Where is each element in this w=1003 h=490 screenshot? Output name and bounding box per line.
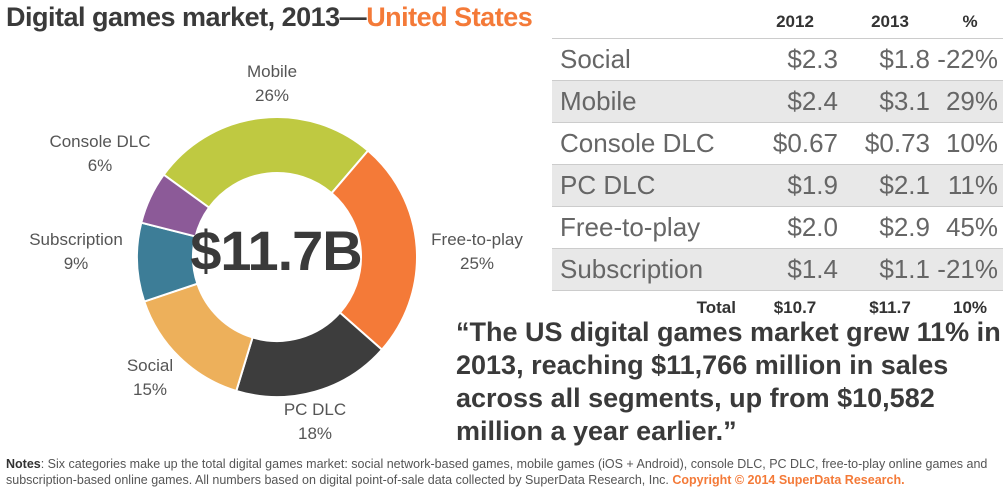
- label-console-dlc-name: Console DLC: [49, 132, 151, 151]
- label-mobile: Mobile 26%: [222, 60, 322, 108]
- row-pct: -22%: [936, 38, 1003, 81]
- table-row: PC DLC $1.9 $2.1 11%: [552, 164, 1003, 207]
- table-row: Free-to-play $2.0 $2.9 45%: [552, 206, 1003, 249]
- pull-quote: “The US digital games market grew 11% in…: [456, 317, 1001, 446]
- label-mobile-pct: 26%: [254, 86, 290, 105]
- label-social-pct: 15%: [132, 380, 168, 399]
- table-row: Social $2.3 $1.8 -22%: [552, 38, 1003, 81]
- table-total-row: Total $10.7 $11.7 10%: [552, 290, 1003, 325]
- row-2012: $2.3: [746, 38, 844, 81]
- copyright: Copyright © 2014 SuperData Research.: [672, 473, 905, 487]
- slice-console-dlc: [140, 173, 211, 238]
- label-free-to-play-name: Free-to-play: [431, 230, 523, 249]
- table-row: Subscription $1.4 $1.1 -21%: [552, 248, 1003, 291]
- row-2013: $0.73: [844, 122, 936, 165]
- row-name: Subscription: [552, 248, 746, 291]
- row-2012: $2.4: [746, 80, 844, 123]
- title-main: Digital games market, 2013—: [6, 2, 367, 32]
- label-social-name: Social: [126, 356, 174, 375]
- table-header-row: 2012 2013 %: [552, 6, 1003, 39]
- row-name: Free-to-play: [552, 206, 746, 249]
- notes-text: : Six categories make up the total digit…: [6, 457, 988, 487]
- title-highlight: United States: [366, 2, 533, 32]
- slice-mobile: [162, 116, 370, 210]
- donut-center-total: $11.7B: [190, 219, 363, 282]
- label-console-dlc: Console DLC 6%: [36, 130, 164, 178]
- label-mobile-name: Mobile: [246, 62, 298, 81]
- row-pct: 10%: [936, 122, 1003, 165]
- notes: Notes: Six categories make up the total …: [6, 456, 1001, 488]
- header-category: [552, 6, 746, 39]
- label-subscription-pct: 9%: [63, 254, 89, 273]
- label-social: Social 15%: [104, 354, 196, 402]
- row-2013: $2.1: [844, 164, 936, 207]
- donut-chart: [136, 116, 418, 398]
- label-subscription: Subscription 9%: [18, 228, 134, 276]
- label-pc-dlc-name: PC DLC: [283, 400, 347, 419]
- chart-title: Digital games market, 2013—United States: [6, 2, 533, 33]
- row-pct: -21%: [936, 248, 1003, 291]
- total-pct: 10%: [936, 290, 1003, 325]
- row-2012: $1.9: [746, 164, 844, 207]
- row-2013: $2.9: [844, 206, 936, 249]
- row-pct: 11%: [936, 164, 1003, 207]
- table-row: Console DLC $0.67 $0.73 10%: [552, 122, 1003, 165]
- row-pct: 45%: [936, 206, 1003, 249]
- row-2012: $1.4: [746, 248, 844, 291]
- label-subscription-name: Subscription: [29, 230, 123, 249]
- row-pct: 29%: [936, 80, 1003, 123]
- header-2012: 2012: [776, 12, 814, 31]
- row-2013: $3.1: [844, 80, 936, 123]
- header-pct: %: [962, 12, 978, 31]
- table-row: Mobile $2.4 $3.1 29%: [552, 80, 1003, 123]
- row-2012: $0.67: [746, 122, 844, 165]
- row-name: Social: [552, 38, 746, 81]
- notes-label: Notes: [6, 457, 41, 471]
- total-2013: $11.7: [844, 290, 936, 325]
- label-pc-dlc: PC DLC 18%: [265, 398, 365, 446]
- row-2013: $1.1: [844, 248, 936, 291]
- label-pc-dlc-pct: 18%: [297, 424, 333, 443]
- label-free-to-play-pct: 25%: [459, 254, 495, 273]
- row-2013: $1.8: [844, 38, 936, 81]
- row-name: Console DLC: [552, 122, 746, 165]
- total-label: Total: [552, 290, 746, 325]
- header-2013: 2013: [871, 12, 909, 31]
- row-2012: $2.0: [746, 206, 844, 249]
- slice-free-to-play: [330, 149, 418, 352]
- label-free-to-play: Free-to-play 25%: [422, 228, 532, 276]
- row-name: PC DLC: [552, 164, 746, 207]
- total-2012: $10.7: [746, 290, 844, 325]
- data-table: 2012 2013 % Social $2.3 $1.8 -22% Mobile…: [552, 6, 1003, 325]
- label-console-dlc-pct: 6%: [87, 156, 113, 175]
- row-name: Mobile: [552, 80, 746, 123]
